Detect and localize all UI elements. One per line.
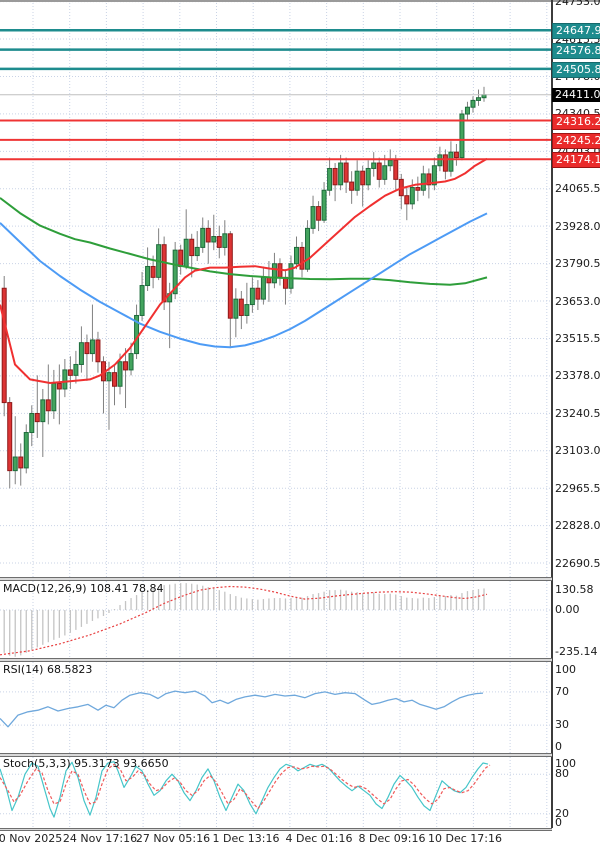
time-axis-label: 20 Nov 2025: [0, 832, 63, 845]
price-tick-label: 24753.0: [555, 0, 600, 9]
macd-scale-label: 130.58: [555, 583, 594, 596]
panel-separator-bottom: [0, 828, 552, 831]
macd-indicator-label: MACD(12,26,9) 108.41 78.84: [3, 582, 164, 595]
price-tick-label: 23515.5: [555, 331, 600, 345]
price-tick-label: 23103.0: [555, 444, 600, 458]
stoch-scale-label: 80: [555, 767, 569, 781]
price-tick-label: 23378.0: [555, 369, 600, 383]
current-price-label: 24411.0: [552, 87, 600, 102]
macd-scale-label: -235.14: [555, 645, 598, 658]
price-tick-label: 23790.5: [555, 257, 600, 271]
stoch-scale-label: 0: [555, 816, 562, 829]
support-price-label[interactable]: 24174.1: [552, 152, 600, 169]
stoch-scale-label: 20: [555, 806, 569, 820]
resistance-price-label[interactable]: 24505.8: [552, 61, 600, 78]
grid-lines: [0, 0, 551, 828]
time-axis-label: 27 Nov 05:16: [135, 832, 211, 845]
ma-slow-green-line: [0, 197, 488, 286]
rsi-line: [0, 690, 484, 728]
price-tick-label: 22690.5: [555, 556, 600, 570]
stoch-d-line: [0, 763, 491, 810]
time-axis-label: 24 Nov 17:16: [62, 832, 138, 845]
panel-separator-macd[interactable]: [0, 577, 552, 581]
macd-scale-label: 0.00: [555, 603, 580, 616]
price-axis-border: [551, 0, 553, 828]
stoch-k-line: [0, 761, 489, 818]
stoch-scale-label: 100: [555, 757, 576, 770]
window-top-border: [0, 0, 600, 2]
support-price-label[interactable]: 24316.2: [552, 113, 600, 130]
rsi-scale-label: 70: [555, 684, 569, 698]
price-tick-label: 22828.0: [555, 519, 600, 533]
time-axis-label: 4 Dec 01:16: [285, 832, 353, 845]
time-axis-label: 8 Dec 09:16: [358, 832, 426, 845]
price-tick-label: 24065.5: [555, 182, 600, 196]
stoch-indicator-label: Stoch(5,3,3) 95.3173 93.6650: [3, 757, 169, 770]
rsi-indicator-label: RSI(14) 68.5823: [3, 663, 93, 676]
time-axis-label: 10 Dec 17:16: [428, 832, 502, 845]
price-tick-label: 23653.0: [555, 294, 600, 308]
rsi-scale-label: 100: [555, 663, 576, 676]
rsi-scale-label: 0: [555, 740, 562, 753]
macd-signal-line: [0, 585, 488, 656]
panel-separator-stoch[interactable]: [0, 753, 552, 757]
price-tick-label: 23928.0: [555, 219, 600, 233]
time-axis-label: 1 Dec 13:16: [212, 832, 280, 845]
support-price-label[interactable]: 24245.2: [552, 132, 600, 149]
candles-layer: [1, 86, 487, 489]
price-tick-label: 22965.5: [555, 481, 600, 495]
resistance-price-label[interactable]: 24647.9: [552, 23, 600, 40]
price-tick-label: 23240.5: [555, 406, 600, 420]
ma-fast-red-line: [0, 157, 488, 384]
macd-histogram: [3, 583, 485, 657]
panel-separator-rsi[interactable]: [0, 658, 552, 662]
rsi-scale-label: 30: [555, 718, 569, 732]
resistance-price-label[interactable]: 24576.8: [552, 42, 600, 59]
ma-mid-blue-line: [0, 212, 488, 349]
